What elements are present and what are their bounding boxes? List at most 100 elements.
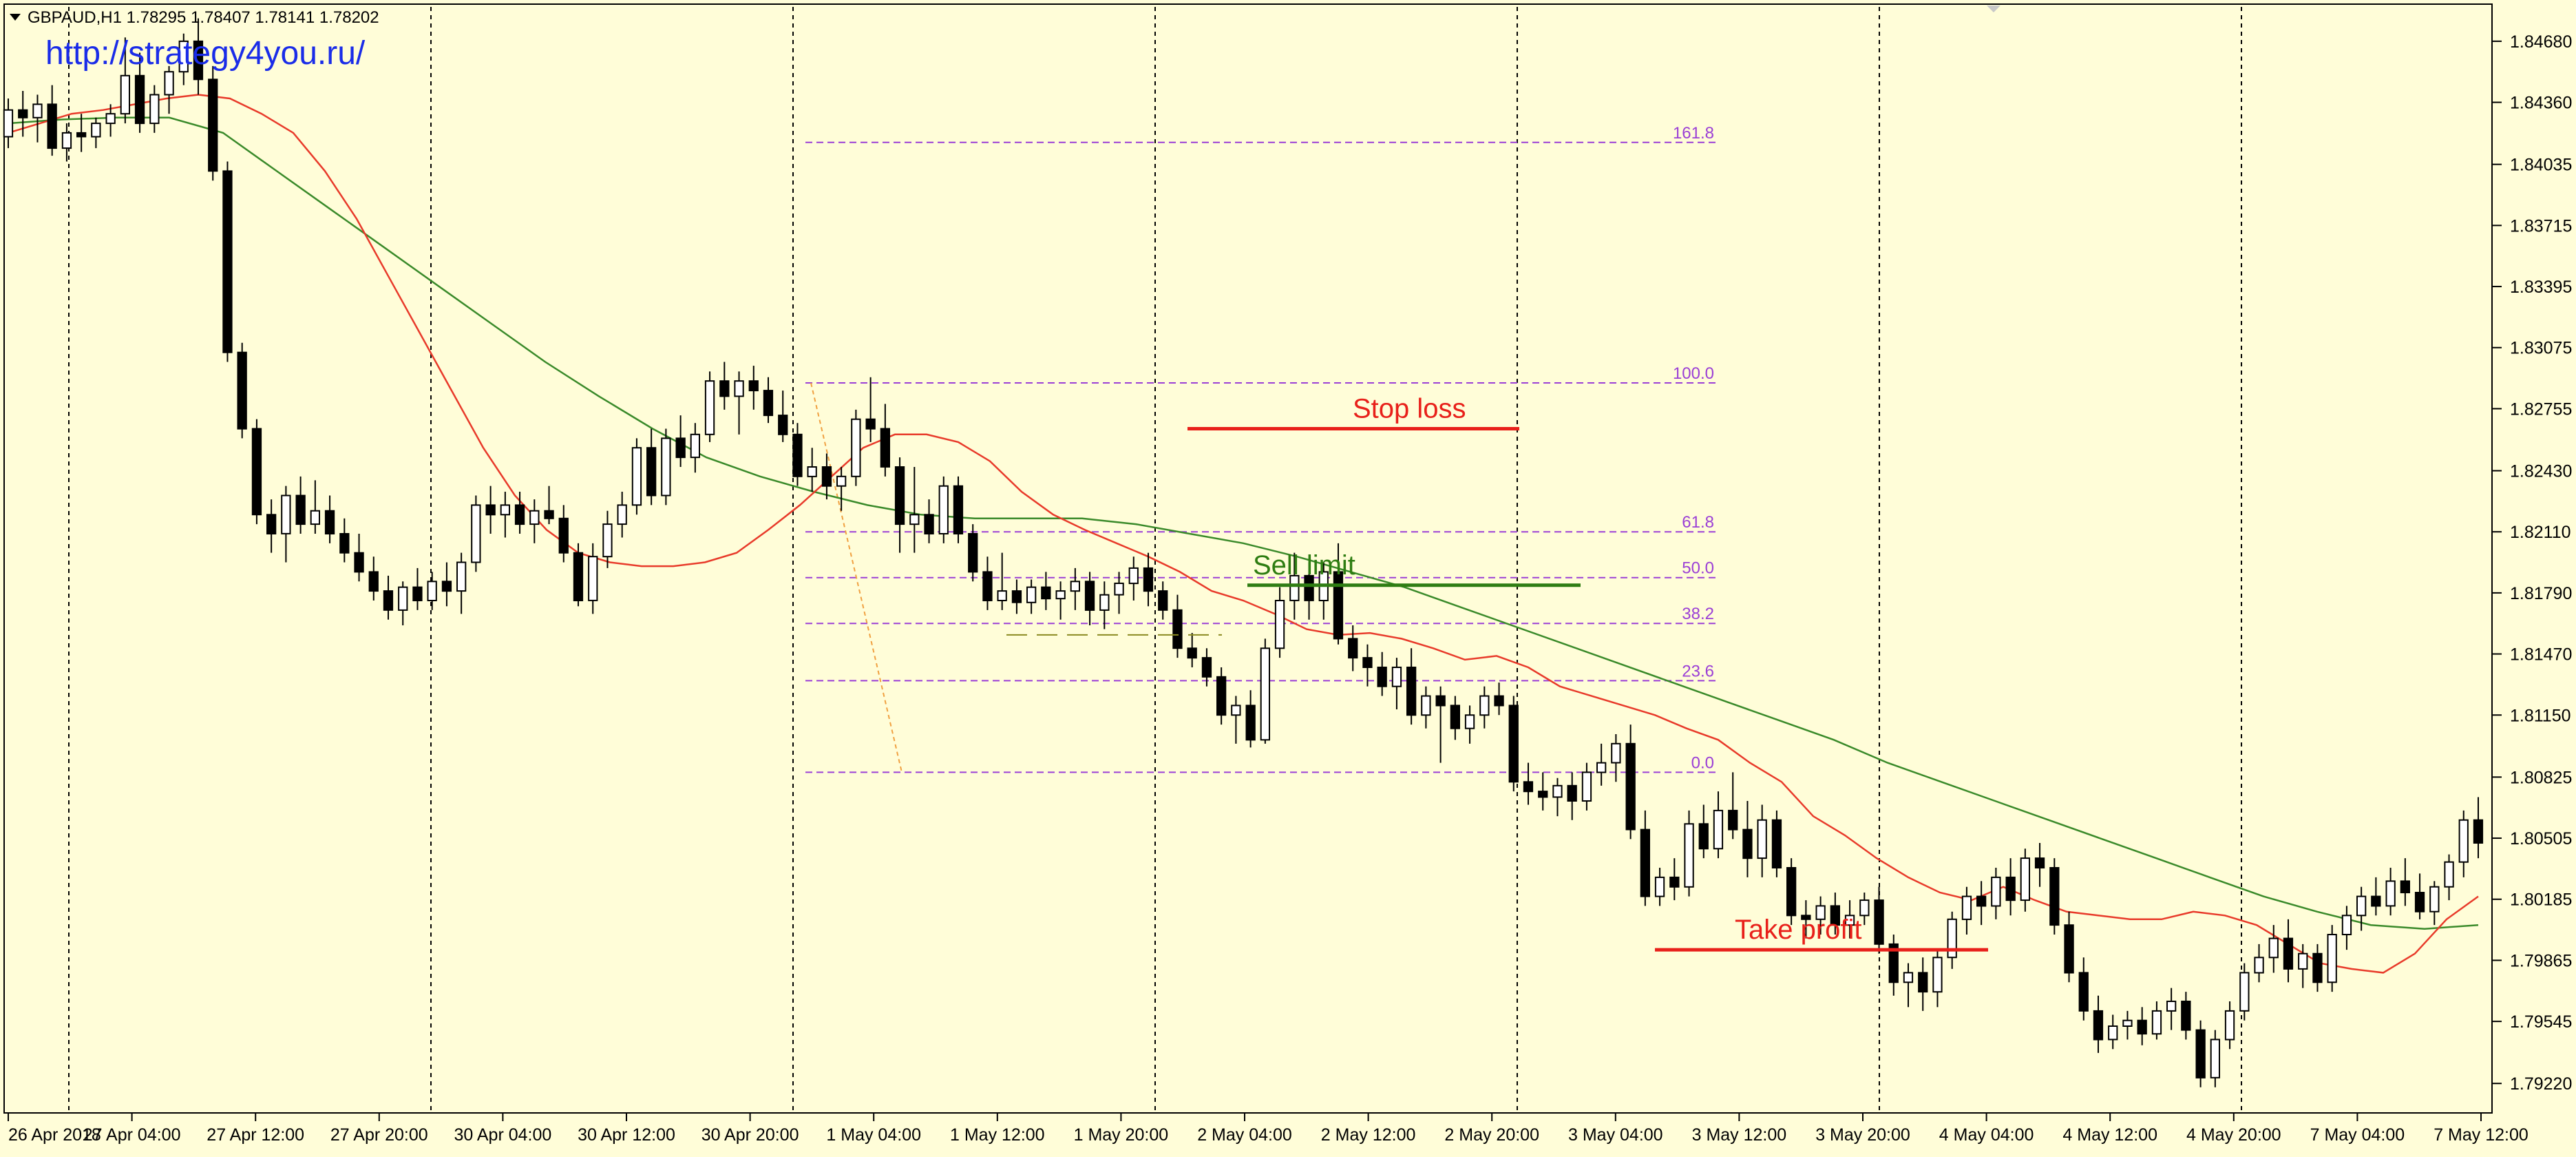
price-tick-label: 1.80825 [2510,768,2572,787]
candle-body-bullish [588,556,598,601]
candle-body-bullish [1596,762,1607,773]
candle-body-bearish [792,433,803,477]
price-tick-label: 1.81470 [2510,645,2572,665]
candle-body-bullish [2327,934,2337,983]
candle-body-bearish [544,510,554,519]
candle-body-bullish [2385,880,2396,907]
swing-trendline[interactable] [810,382,902,773]
candle-body-bearish [383,590,394,611]
candle-body-bearish [2414,892,2425,913]
price-tick-label: 1.84680 [2510,32,2572,52]
candle-body-bearish [1304,574,1314,601]
candle-body-bullish [1815,905,1826,920]
candle-body-bearish [1669,876,1680,888]
candle-body-bullish [617,504,627,525]
candle-body-bearish [1976,895,1987,907]
candle-body-bearish [47,103,57,149]
candle-body-bullish [2166,1001,2177,1012]
swing-trendline-segment[interactable] [810,382,902,773]
candle-body-bearish [1508,705,1519,783]
fibo-level-label: 100.0 [1673,364,1714,383]
candle-body-bullish [2151,1010,2162,1035]
candle-body-bearish [2473,819,2484,844]
candle-body-bullish [1844,915,1855,926]
time-tick-label: 27 Apr 04:00 [83,1125,181,1145]
candle-body-bullish [1260,647,1270,741]
candle-body-bearish [1084,581,1095,611]
candle-body-bearish [1406,667,1417,716]
time-tick-label: 1 May 12:00 [950,1125,1045,1145]
candle-body-bearish [76,132,87,138]
candle-body-bullish [120,74,130,115]
price-tick-label: 1.83715 [2510,216,2572,236]
candle-body-bearish [1450,705,1460,729]
candle-body-bearish [485,504,496,516]
candle-body-bullish [1684,823,1694,888]
candle-body-bearish [2195,1029,2206,1078]
candle-body-bearish [1362,657,1373,668]
price-tick-label: 1.82430 [2510,462,2572,481]
time-tick-label: 4 May 20:00 [2186,1125,2281,1145]
candle-body-bullish [32,103,43,118]
candle-body-bearish [1435,695,1446,707]
candle-body-bearish [2005,876,2016,901]
candle-body-bullish [1932,957,1943,993]
candle-body-bullish [602,523,613,558]
price-tick-label: 1.79545 [2510,1012,2572,1032]
watermark-link[interactable]: http://strategy4you.ru/ [45,35,366,72]
trade-levels[interactable]: Stop loss Sell limit Take profit [1006,394,1988,952]
candle-body-bearish [646,447,657,497]
stop-loss-label: Stop loss [1353,394,1466,424]
candle-body-bearish [1333,571,1344,640]
price-tick-label: 1.82755 [2510,399,2572,419]
candle-body-bearish [763,390,774,417]
price-tick-label: 1.84360 [2510,94,2572,113]
candle-body-bearish [982,571,993,602]
candle-body-bearish [295,494,306,525]
candle-body-bullish [2122,1019,2133,1027]
candle-body-bullish [427,581,437,601]
candle-body-bullish [997,590,1007,601]
candle-body-bullish [631,447,642,506]
candle-body-bullish [704,380,715,435]
candle-body-bearish [1918,972,1928,993]
candle-body-bullish [1713,809,1724,850]
candle-body-bullish [164,71,174,96]
candle-body-bearish [1187,647,1197,659]
candle-body-bearish [968,533,978,573]
candle-body-bullish [1231,705,1241,716]
candle-body-bearish [18,109,28,118]
chevron-down-icon[interactable] [10,14,21,21]
candle-body-bullish [2268,937,2279,959]
ma-fast-line [8,94,2479,974]
candle-body-bullish [398,586,408,611]
candle-body-bullish [1991,876,2001,907]
candle-body-bearish [412,586,423,601]
chart-shift-marker-icon[interactable] [1987,6,2000,12]
candle-body-bearish [1245,705,1256,741]
candle-body-bearish [222,170,233,353]
fibo-level-label: 23.6 [1682,662,1714,680]
candle-body-bullish [1581,771,1592,802]
candle-body-bearish [2312,952,2323,983]
candle-body-bearish [1041,586,1051,600]
candlesticks [3,18,2484,1087]
candle-body-bearish [2400,880,2410,894]
candle-body-bearish [1523,781,1534,793]
time-tick-label: 30 Apr 12:00 [578,1125,675,1145]
candle-body-bearish [1172,609,1183,649]
candle-body-bullish [529,510,540,525]
candle-body-bullish [1479,695,1490,716]
time-tick-label: 1 May 04:00 [826,1125,921,1145]
candle-body-bearish [865,418,876,430]
candle-body-bullish [2254,957,2264,974]
candle-body-bearish [1625,742,1636,831]
candle-body-bullish [105,113,116,125]
candle-body-bullish [178,40,189,73]
fibo-level-label: 50.0 [1682,559,1714,578]
candle-body-bullish [310,510,321,525]
candle-body-bearish [1216,676,1227,716]
candle-body-bullish [2444,861,2454,888]
candle-body-bearish [1830,905,1840,926]
